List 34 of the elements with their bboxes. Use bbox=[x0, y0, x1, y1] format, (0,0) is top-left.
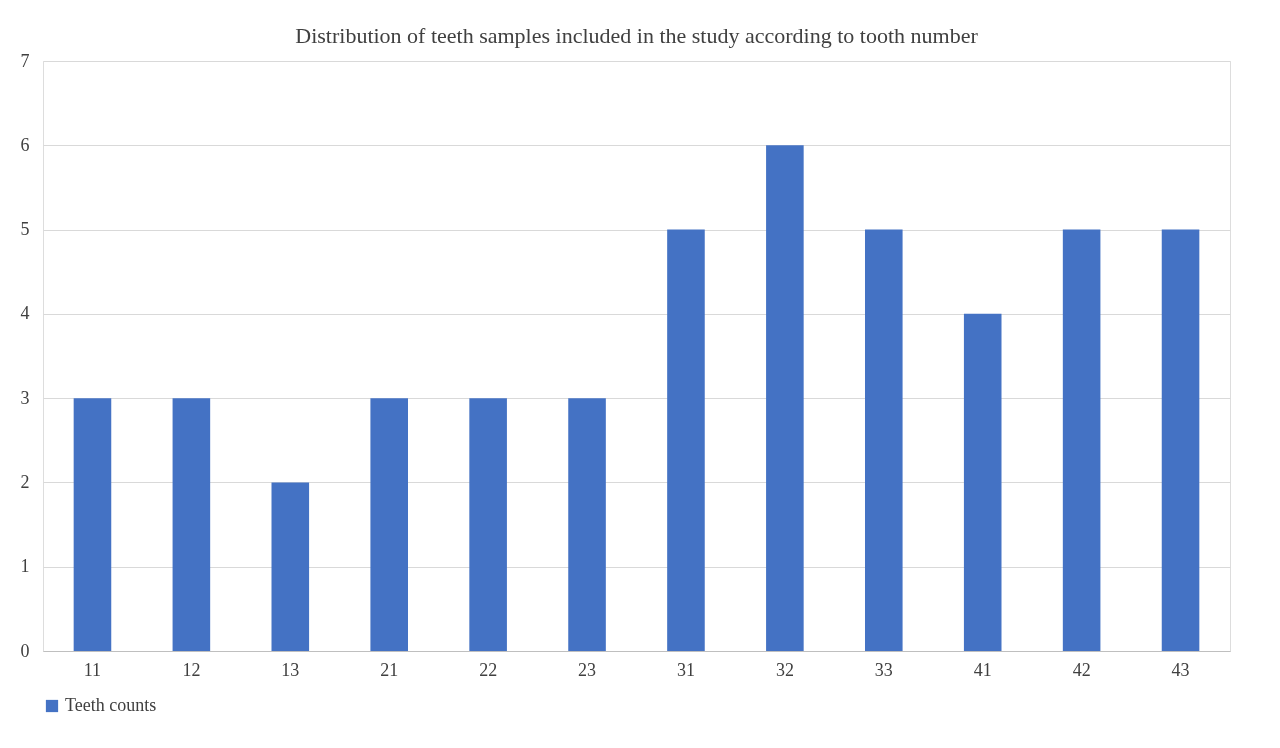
x-tick-label: 23 bbox=[578, 659, 597, 680]
bar bbox=[1062, 229, 1101, 651]
y-tick-label: 7 bbox=[20, 50, 30, 71]
x-tick-label: 33 bbox=[874, 659, 893, 680]
y-tick-label: 4 bbox=[20, 303, 30, 324]
y-tick-label: 0 bbox=[20, 640, 30, 661]
x-tick-label: 22 bbox=[479, 659, 498, 680]
bar bbox=[865, 229, 903, 651]
x-tick-label: 11 bbox=[83, 659, 102, 680]
y-tick-label: 1 bbox=[20, 556, 30, 577]
bar bbox=[963, 313, 1002, 651]
bar bbox=[271, 482, 310, 651]
x-tick-label: 42 bbox=[1072, 659, 1091, 680]
bar bbox=[568, 398, 606, 651]
chart-title: Distribution of teeth samples included in the study according to tooth number bbox=[295, 23, 979, 48]
x-tick-label: 13 bbox=[281, 659, 300, 680]
x-tick-label: 12 bbox=[182, 659, 201, 680]
bar bbox=[766, 145, 804, 651]
bar bbox=[73, 398, 112, 651]
legend-label: Teeth counts bbox=[65, 695, 157, 715]
bar bbox=[370, 398, 408, 651]
x-tick-label: 43 bbox=[1171, 659, 1190, 680]
x-tick-label: 41 bbox=[973, 659, 992, 680]
x-tick-label: 32 bbox=[775, 659, 794, 680]
bar bbox=[469, 398, 507, 651]
bar bbox=[667, 229, 705, 651]
bar bbox=[172, 398, 211, 651]
x-tick-label: 21 bbox=[380, 659, 399, 680]
y-tick-label: 2 bbox=[20, 471, 30, 492]
y-tick-label: 5 bbox=[20, 219, 30, 240]
x-tick-label: 31 bbox=[676, 659, 695, 680]
y-tick-label: 3 bbox=[20, 387, 30, 408]
bar bbox=[1161, 229, 1200, 651]
y-tick-label: 6 bbox=[20, 134, 30, 155]
